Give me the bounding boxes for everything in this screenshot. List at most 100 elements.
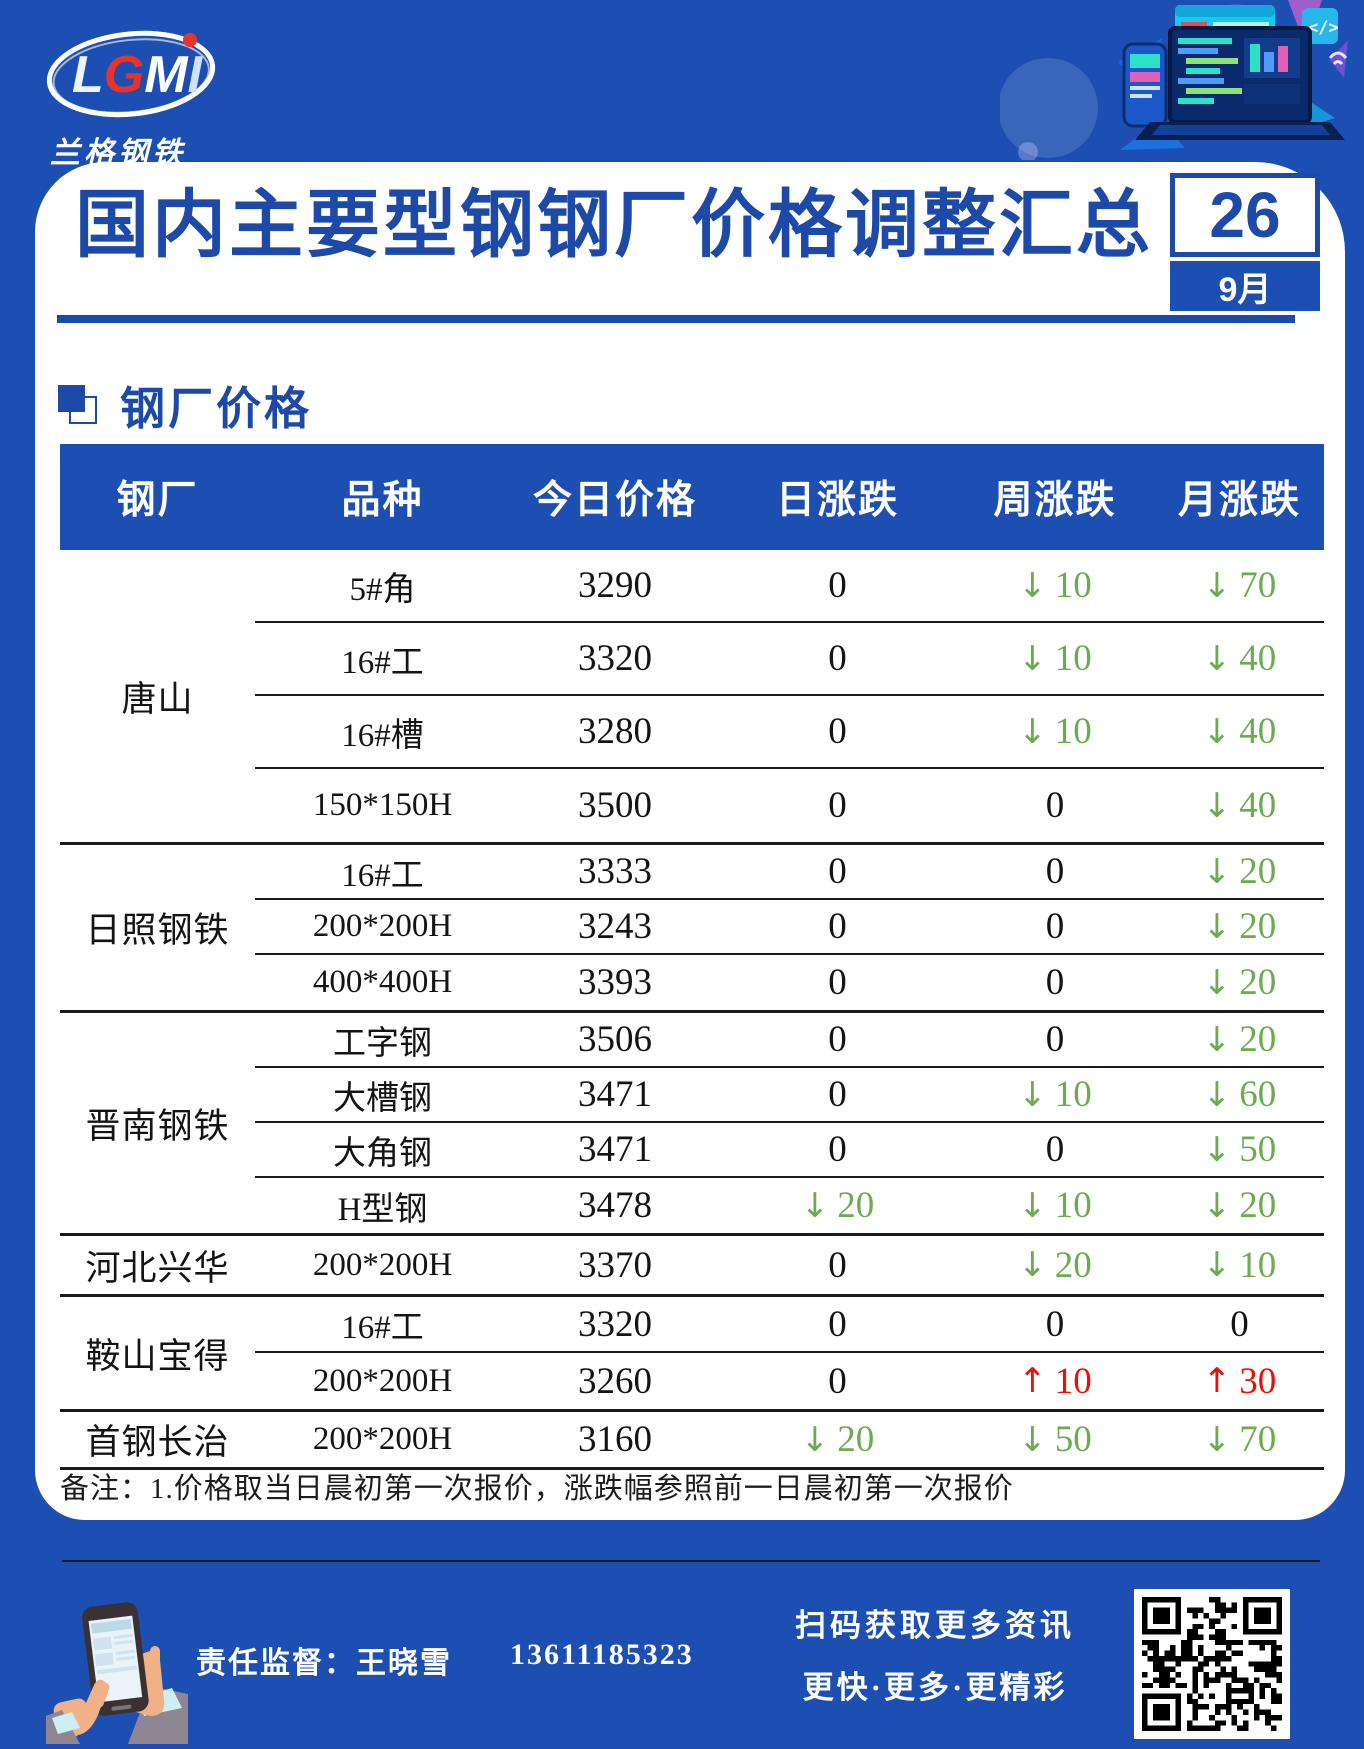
col-header-week-change: 周涨跌: [993, 479, 1117, 522]
factory-group: 鞍山宝得 16#工 3320 0 0 0 200*200H 3260 0 ↑ 10 ↑ 30: [60, 1297, 1324, 1412]
factory-group: 晋南钢铁 工字钢 3506 0 0 ↓ 20 大槽钢 3471 0 ↓ 10 ↓ 60 大角钢 3471 0 0 ↓…: [60, 1013, 1324, 1236]
footnote: 备注：1.价格取当日晨初第一次报价，涨跌幅参照前一日晨初第一次报价: [60, 1473, 1014, 1505]
content-card: 国内主要型钢钢厂价格调整汇总 26 9月 钢厂价格 钢厂 品种 今日价格 日涨跌…: [35, 162, 1345, 1520]
week-change-cell: 0: [1045, 785, 1065, 826]
week-change-cell: 0: [955, 1013, 1155, 1068]
week-change-cell: ↓ 10: [955, 1068, 1155, 1123]
qr-code[interactable]: [1134, 1589, 1290, 1739]
variety-cell: 16#工: [255, 1297, 510, 1353]
day-change-cell: 0: [720, 900, 955, 955]
day-change-cell: 0: [720, 1013, 955, 1068]
variety-cell: 16#工: [255, 623, 510, 696]
down-arrow-icon: ↓: [1018, 711, 1047, 752]
down-arrow-icon: ↓: [1018, 1419, 1047, 1460]
up-arrow-icon: ↑: [1018, 1361, 1047, 1401]
price-cell: 3290: [510, 550, 720, 623]
variety-cell: 16#工: [255, 845, 510, 900]
day-change-cell: 0: [828, 962, 847, 1003]
day-change-cell: 0: [828, 1360, 847, 1402]
factory-group: 河北兴华 200*200H 3370 0 ↓ 20 ↓ 10: [60, 1236, 1324, 1297]
factory-name: 首钢长治: [85, 1423, 230, 1462]
down-arrow-icon: ↓: [1202, 851, 1232, 892]
price-cell: 3243: [510, 900, 720, 955]
price-cell: 3333: [510, 845, 720, 900]
week-change-cell: 0: [1045, 962, 1065, 1003]
month-change-cell: ↑ 30: [1202, 1360, 1277, 1402]
variety-cell: 200*200H: [312, 1246, 453, 1283]
down-arrow-icon: ↓: [1202, 1419, 1232, 1460]
section-title: 钢厂价格: [120, 384, 313, 434]
hero-illustration: </>: [998, 0, 1350, 162]
day-change-cell: ↓ 20: [800, 1185, 875, 1226]
month-change-cell: ↓ 20: [1155, 845, 1324, 900]
week-change-cell: ↓ 20: [1018, 1244, 1092, 1286]
brand-logo: LGMI 兰格钢铁: [42, 22, 222, 172]
down-arrow-icon: ↓: [1018, 565, 1047, 606]
price-cell: 3260: [578, 1360, 652, 1402]
factory-group: 日照钢铁 16#工 3333 0 0 ↓ 20 200*200H 3243 0 0 ↓ 20 400*40…: [60, 845, 1324, 1013]
down-arrow-icon: ↓: [1202, 1185, 1232, 1226]
month-change-cell: ↓ 20: [1202, 1185, 1277, 1226]
day-change-cell: 0: [720, 1297, 955, 1353]
down-arrow-icon: ↓: [1202, 565, 1232, 606]
month-change-cell: ↓ 20: [1155, 900, 1324, 955]
table-body: 唐山 5#角 3290 0 ↓ 10 ↓ 70 16#工 3320 0 ↓ 10 ↓ 40 16#槽 3280 0…: [60, 550, 1324, 1470]
day-change-cell: 0: [720, 550, 955, 623]
month-change-cell: 0: [1155, 1297, 1324, 1353]
price-cell: 3320: [510, 623, 720, 696]
price-cell: 3506: [510, 1013, 720, 1068]
price-cell: 3280: [510, 696, 720, 769]
down-arrow-icon: ↓: [1202, 711, 1232, 752]
down-arrow-icon: ↓: [800, 1419, 830, 1460]
col-header-price: 今日价格: [532, 479, 697, 522]
variety-cell: 150*150H: [312, 787, 453, 823]
col-header-variety: 品种: [341, 479, 424, 522]
up-arrow-icon: ↑: [1202, 1361, 1232, 1401]
down-arrow-icon: ↓: [1202, 1245, 1232, 1285]
price-cell: 3471: [510, 1068, 720, 1123]
date-day: 26: [1170, 173, 1320, 257]
week-change-cell: ↓ 10: [1018, 1185, 1092, 1226]
variety-cell: 200*200H: [312, 1362, 453, 1399]
hands-phone-illustration: [46, 1594, 188, 1744]
price-cell: 3160: [578, 1419, 652, 1460]
month-change-cell: ↓ 60: [1155, 1068, 1324, 1123]
col-header-day-change: 日涨跌: [775, 479, 899, 522]
week-change-cell: ↓ 10: [955, 550, 1155, 623]
week-change-cell: 0: [955, 900, 1155, 955]
month-change-cell: ↓ 50: [1155, 1123, 1324, 1178]
qr-caption-line1: 扫码获取更多资讯: [795, 1608, 1075, 1643]
factory-name: 鞍山宝得: [85, 1336, 230, 1376]
factory-name: 晋南钢铁: [85, 1106, 230, 1146]
day-change-cell: 0: [828, 1244, 847, 1286]
page-title: 国内主要型钢钢厂价格调整汇总: [75, 185, 1153, 267]
down-arrow-icon: ↓: [1202, 638, 1232, 679]
lgmi-logo-icon: LGMI: [46, 30, 216, 118]
qr-caption: 扫码获取更多资讯 更快·更多·更精彩: [700, 1600, 1170, 1707]
section-square-icon: [58, 384, 98, 425]
down-arrow-icon: ↓: [1202, 906, 1232, 947]
supervisor-phone: 13611185323: [510, 1638, 694, 1671]
down-arrow-icon: ↓: [1018, 638, 1047, 679]
hands-phone-icon: [46, 1602, 188, 1744]
week-change-cell: 0: [955, 1297, 1155, 1353]
factory-group: 首钢长治 200*200H 3160 ↓ 20 ↓ 50 ↓ 70: [60, 1412, 1324, 1470]
col-header-month-change: 月涨跌: [1177, 479, 1301, 522]
date-block: 26 9月: [1170, 173, 1320, 311]
variety-cell: 5#角: [255, 550, 510, 623]
month-change-cell: ↓ 70: [1202, 1419, 1277, 1460]
down-arrow-icon: ↓: [1202, 1074, 1232, 1115]
down-arrow-icon: ↓: [800, 1185, 830, 1226]
factory-name: 河北兴华: [85, 1248, 230, 1288]
down-arrow-icon: ↓: [1202, 785, 1232, 826]
down-arrow-icon: ↓: [1202, 1129, 1232, 1170]
price-cell: 3393: [578, 962, 652, 1003]
variety-cell: 16#槽: [255, 696, 510, 769]
footer-divider: [62, 1560, 1320, 1562]
month-change-cell: ↓ 70: [1155, 550, 1324, 623]
day-change-cell: 0: [720, 1068, 955, 1123]
down-arrow-icon: ↓: [1018, 1074, 1047, 1115]
date-month: 9月: [1170, 261, 1320, 311]
month-change-cell: ↓ 40: [1155, 696, 1324, 769]
variety-cell: H型钢: [337, 1191, 428, 1228]
